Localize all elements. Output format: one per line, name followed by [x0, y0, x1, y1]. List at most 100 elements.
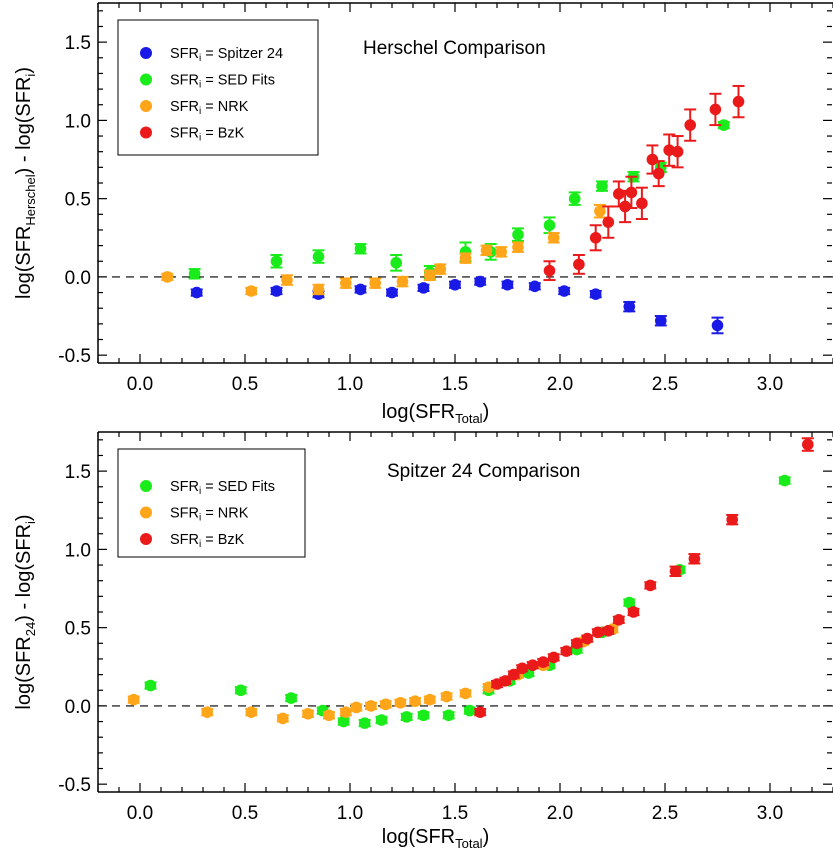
data-point: [543, 264, 556, 277]
data-point: [802, 438, 814, 451]
y-tick-label: 1.0: [65, 111, 91, 132]
data-point: [400, 711, 413, 723]
y-tick-label: 1.5: [65, 462, 91, 483]
y-tick-label: 0.0: [65, 268, 91, 289]
legend-entry: SFRi = Spitzer 24: [170, 46, 283, 64]
data-point: [613, 614, 625, 626]
data-point: [526, 659, 539, 672]
data-point: [589, 231, 602, 244]
panel-title: Spitzer 24 Comparison: [387, 461, 580, 482]
data-point: [245, 706, 258, 718]
x-tick-label: 2.5: [652, 374, 678, 395]
legend-entry-main: SFR: [170, 532, 199, 548]
data-point: [144, 679, 157, 692]
legend-entry-rest: = NRK: [201, 506, 248, 522]
data-point: [558, 285, 570, 297]
legend-entry-subscript: i: [199, 133, 201, 144]
legend-marker: [140, 506, 152, 519]
y-tick-label: 0.5: [65, 190, 91, 211]
data-point: [636, 197, 648, 210]
legend-entry-main: SFR: [170, 46, 199, 62]
data-point: [161, 271, 174, 283]
data-point: [379, 698, 392, 711]
legend-entry-subscript: i: [199, 80, 201, 91]
panel-herschel: 0.0 0.5 1.0 1.5 2.0 2.5 3.0 -0.5 0.0 0.5 1.0 1.5 log…: [13, 2, 833, 426]
data-point: [463, 704, 476, 717]
data-point: [350, 701, 363, 714]
x-tick-label: 0.0: [127, 803, 153, 824]
data-point: [778, 474, 791, 487]
x-tick-label: 0.0: [127, 374, 153, 395]
legend-entry-subscript: i: [199, 53, 201, 64]
data-point: [396, 275, 409, 288]
data-point: [459, 252, 472, 264]
data-point: [302, 707, 314, 720]
data-point: [323, 709, 335, 722]
y-axis-title-part2: ) - log(SFR: [13, 77, 35, 175]
data-point: [480, 244, 493, 257]
legend-marker: [140, 126, 152, 139]
data-point: [627, 606, 640, 618]
x-tick-label: 3.0: [757, 374, 783, 395]
legend-entry: SFRi = SED Fits: [170, 73, 275, 91]
data-point: [340, 706, 352, 718]
y-tick-label: -0.5: [58, 775, 91, 796]
data-point: [424, 693, 436, 706]
data-point: [516, 662, 528, 675]
data-point: [596, 180, 608, 192]
data-point: [270, 255, 283, 268]
legend-marker: [140, 100, 152, 112]
legend-marker: [140, 47, 152, 59]
data-point: [625, 186, 638, 199]
data-point: [512, 241, 524, 253]
legend-entry: SFRi = BzK: [170, 532, 245, 550]
data-point: [417, 282, 430, 294]
legend-entry-rest: = BzK: [201, 532, 244, 548]
data-point: [602, 216, 615, 228]
data-point: [277, 712, 289, 725]
data-point: [711, 319, 724, 332]
series--nrk: [127, 623, 619, 725]
x-tick-label: 2.5: [652, 803, 678, 824]
legend-entry-rest: = Spitzer 24: [201, 46, 283, 62]
data-point: [417, 709, 430, 722]
data-point: [285, 692, 298, 704]
legend-entry: SFRi = SED Fits: [170, 479, 275, 497]
data-point: [547, 231, 560, 244]
data-point: [281, 274, 293, 286]
data-point: [201, 706, 213, 718]
data-point: [543, 219, 556, 232]
x-tick-label: 3.0: [757, 803, 783, 824]
legend-entry-rest: = SED Fits: [201, 479, 275, 495]
x-axis-title-close: ): [483, 826, 490, 848]
legend-entry-main: SFR: [170, 99, 199, 115]
x-axis-title: log(SFRTotal): [382, 826, 490, 850]
y-tick-label: 0.0: [65, 697, 91, 718]
x-axis-title-main: log(SFR: [382, 826, 455, 848]
data-point: [568, 192, 581, 205]
data-point: [312, 283, 325, 296]
data-point: [434, 263, 447, 275]
y-axis-title-subscript2: i: [23, 521, 38, 524]
data-point: [652, 167, 665, 180]
data-point: [474, 706, 487, 718]
data-point: [512, 228, 524, 241]
data-point: [245, 285, 258, 297]
data-point: [354, 242, 367, 255]
data-point: [449, 278, 461, 291]
y-tick-label: 1.5: [65, 33, 91, 54]
y-axis-title-subscript2: i: [23, 74, 38, 77]
x-axis-title-main: log(SFR: [382, 401, 455, 423]
legend-entry-main: SFR: [170, 506, 199, 522]
data-point: [571, 637, 583, 650]
legend-entry-rest: = BzK: [201, 126, 244, 142]
y-tick-label: -0.5: [58, 346, 91, 367]
y-tick-label: 1.0: [65, 540, 91, 561]
legend-entry: SFRi = NRK: [170, 506, 249, 524]
y-tick-label: 0.5: [65, 619, 91, 640]
series--spitzer-24: [190, 275, 724, 335]
x-axis-title-close: ): [483, 401, 490, 423]
x-tick-label: 0.5: [232, 374, 258, 395]
